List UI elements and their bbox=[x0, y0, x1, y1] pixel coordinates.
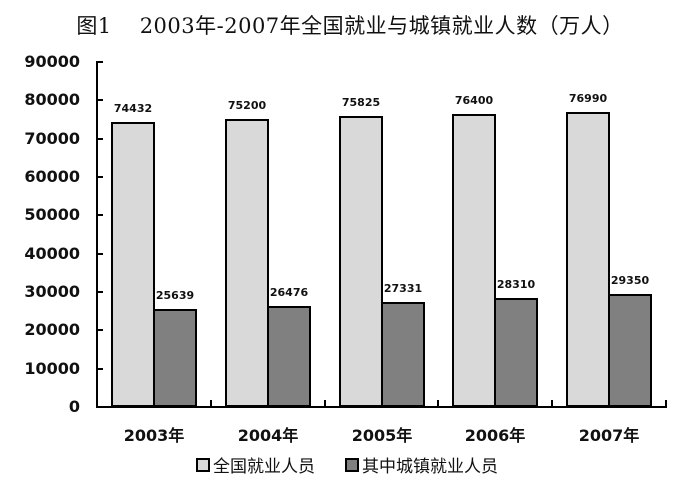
x-tick bbox=[210, 400, 212, 407]
y-tick-label: 90000 bbox=[24, 52, 80, 71]
bar-urban-2007年 bbox=[608, 294, 652, 407]
y-tick bbox=[96, 176, 103, 178]
legend-swatch-urban bbox=[345, 457, 359, 472]
legend-label-urban: 其中城镇就业人员 bbox=[362, 457, 498, 477]
legend-swatch-total bbox=[196, 457, 210, 472]
data-label: 75825 bbox=[341, 96, 381, 109]
y-tick-label: 10000 bbox=[24, 358, 80, 378]
y-tick-label: 80000 bbox=[24, 90, 80, 110]
y-tick-label: 40000 bbox=[24, 243, 80, 263]
data-label: 25639 bbox=[155, 289, 195, 302]
y-tick bbox=[96, 367, 103, 370]
y-tick-label: 50000 bbox=[24, 205, 80, 225]
data-label: 76990 bbox=[568, 92, 608, 105]
data-label: 29350 bbox=[610, 274, 650, 287]
x-category-label: 2004年 bbox=[237, 426, 299, 445]
x-tick bbox=[324, 400, 326, 407]
x-tick bbox=[551, 400, 553, 407]
legend-label-total: 全国就业人员 bbox=[213, 457, 315, 477]
bar-urban-2006年 bbox=[494, 298, 538, 407]
y-tick-label: 20000 bbox=[24, 320, 80, 340]
y-tick-label: 60000 bbox=[24, 167, 80, 186]
bar-urban-2004年 bbox=[267, 306, 311, 407]
x-tick bbox=[96, 400, 98, 407]
bar-total-2007年 bbox=[566, 112, 610, 407]
bar-total-2004年 bbox=[225, 119, 269, 407]
y-tick bbox=[96, 252, 103, 255]
data-label: 74432 bbox=[113, 102, 153, 115]
x-tick bbox=[437, 400, 439, 407]
data-label: 26476 bbox=[269, 286, 309, 299]
y-tick bbox=[96, 99, 103, 102]
y-tick bbox=[96, 406, 103, 408]
data-label: 76400 bbox=[454, 94, 494, 107]
legend: 全国就业人员 其中城镇就业人员 bbox=[196, 452, 528, 477]
title-text: 2003年-2007年全国就业与城镇就业人数（万人） bbox=[139, 14, 624, 38]
bar-urban-2003年 bbox=[153, 309, 197, 407]
data-label: 28310 bbox=[496, 278, 536, 291]
bar-total-2005年 bbox=[339, 116, 383, 407]
y-tick-label: 70000 bbox=[24, 128, 80, 148]
x-category-label: 2005年 bbox=[351, 426, 413, 445]
y-tick bbox=[96, 291, 103, 293]
x-tick bbox=[665, 400, 667, 407]
legend-item-total: 全国就业人员 bbox=[196, 452, 315, 477]
figure-number: 图1 bbox=[76, 14, 112, 38]
y-tick bbox=[96, 329, 103, 332]
x-category-label: 2006年 bbox=[464, 426, 526, 445]
y-tick-label: 0 bbox=[68, 397, 80, 416]
legend-item-urban: 其中城镇就业人员 bbox=[345, 452, 498, 477]
bar-total-2006年 bbox=[452, 114, 496, 407]
y-tick bbox=[96, 137, 103, 140]
y-tick bbox=[96, 214, 103, 217]
data-label: 27331 bbox=[383, 282, 423, 295]
x-category-label: 2007年 bbox=[578, 426, 640, 445]
bar-total-2003年 bbox=[111, 122, 155, 407]
bar-urban-2005年 bbox=[381, 302, 425, 407]
chart-title: 图1 2003年-2007年全国就业与城镇就业人数（万人） bbox=[0, 10, 700, 40]
data-label: 75200 bbox=[227, 99, 267, 112]
y-tick-label: 30000 bbox=[24, 282, 80, 301]
x-axis bbox=[96, 406, 667, 408]
y-tick bbox=[96, 61, 103, 63]
y-axis bbox=[96, 62, 98, 408]
x-category-label: 2003年 bbox=[123, 426, 185, 445]
